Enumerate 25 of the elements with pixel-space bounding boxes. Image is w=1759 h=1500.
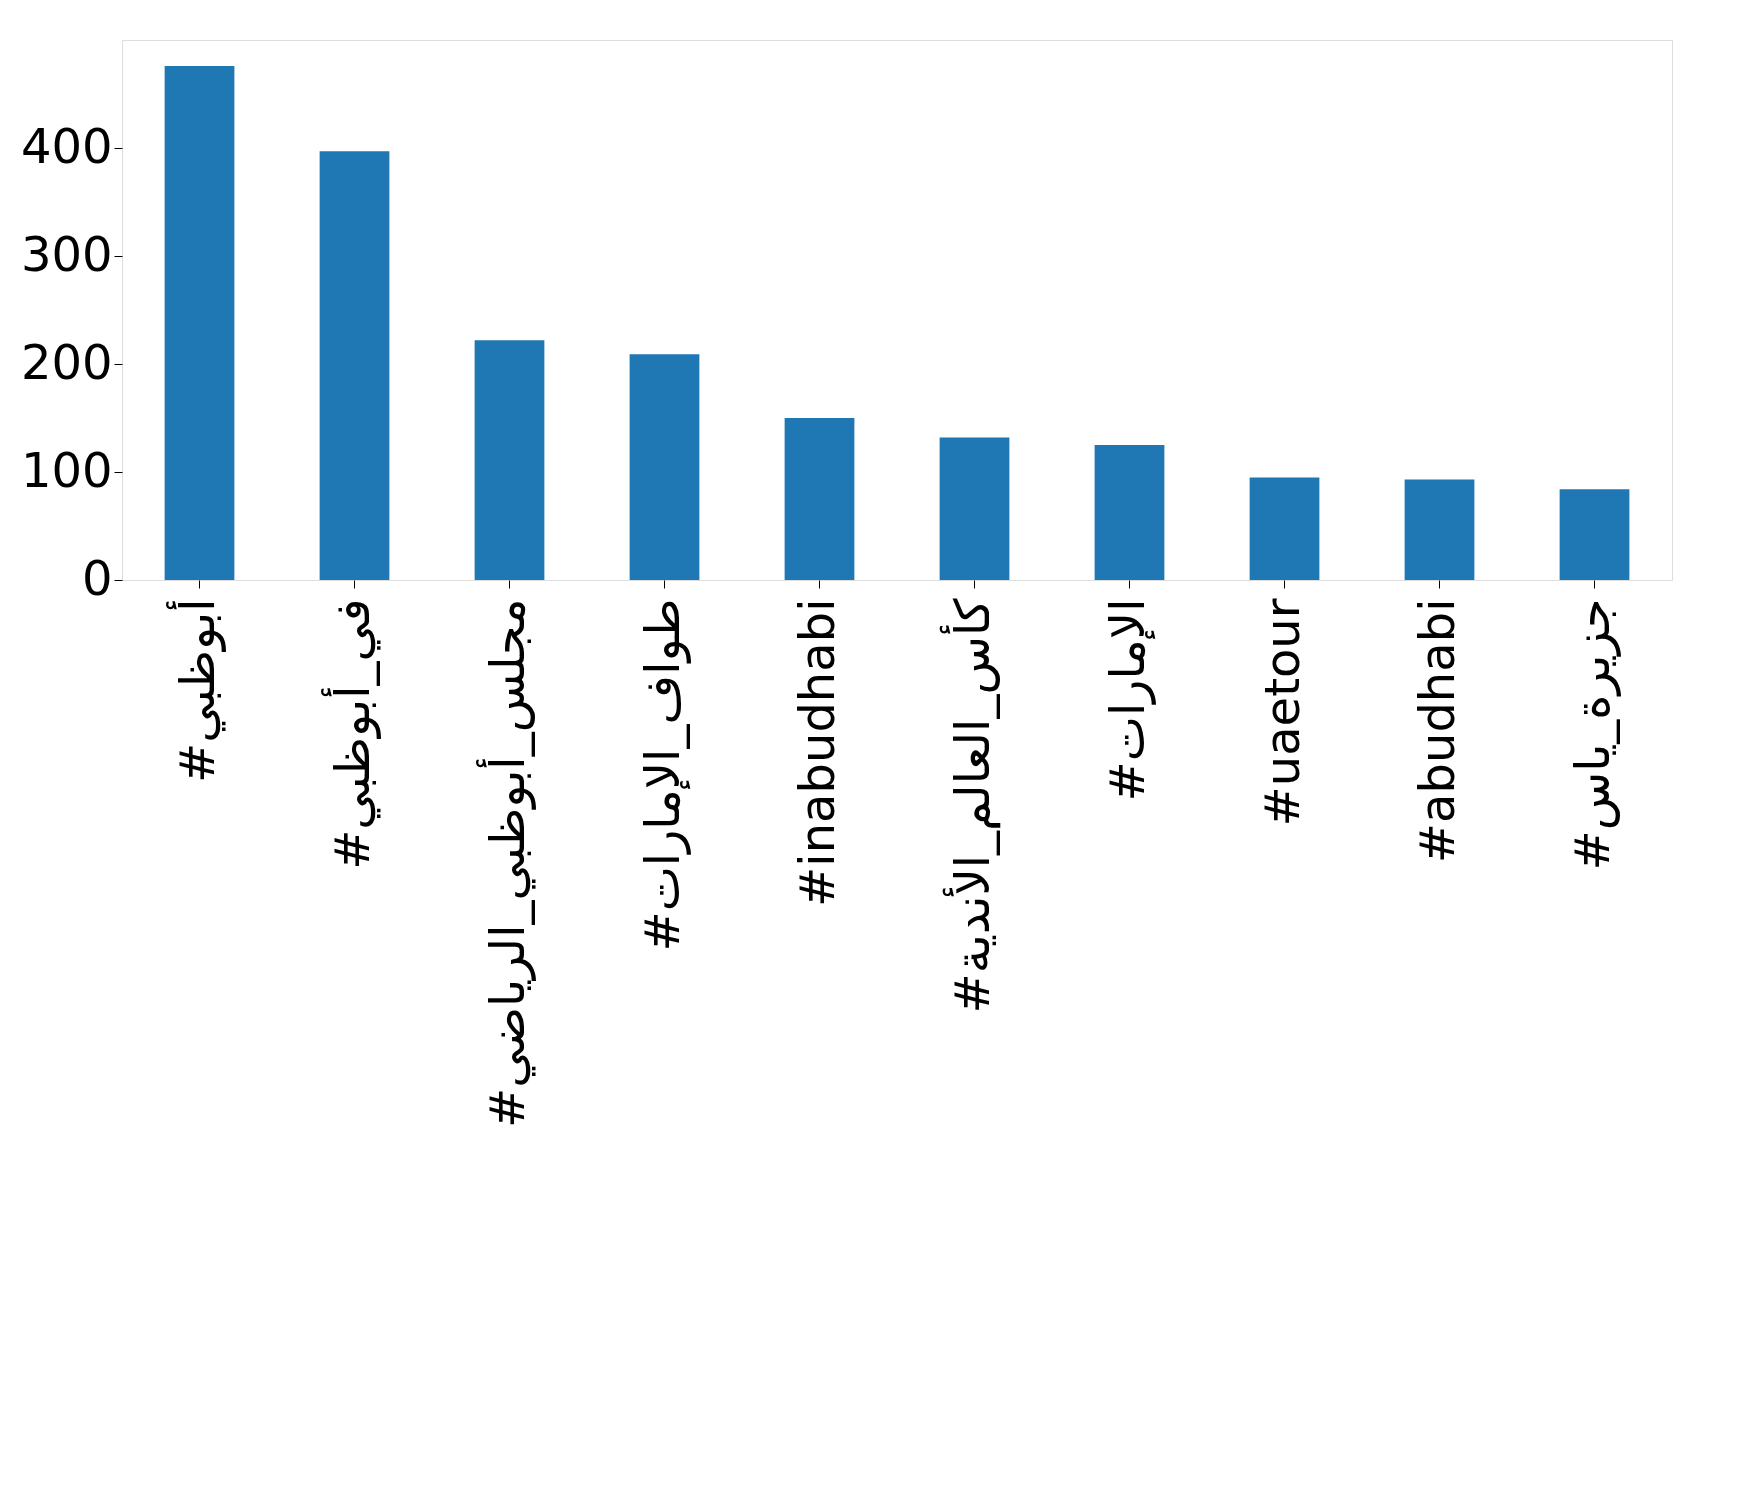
y-tick-label: 0 — [81, 549, 113, 606]
bar — [474, 340, 545, 580]
bar — [164, 65, 235, 580]
bar — [629, 354, 700, 580]
y-tick-label: 400 — [20, 117, 113, 174]
y-tick-label: 200 — [20, 333, 113, 390]
x-tick-label: #في_أبوظبي — [320, 598, 381, 870]
x-tick-label: #طواف_الإمارات — [633, 598, 691, 952]
bar — [1249, 477, 1320, 580]
x-tick-label: #كأس_العالم_الأندية — [938, 598, 1001, 1014]
bar — [784, 418, 855, 580]
x-tick-label: #uaetour — [1253, 598, 1310, 827]
x-tick-label: #مجلس_أبوظبي_الرياضي — [475, 598, 536, 1128]
x-tick-label: #abudhabi — [1408, 598, 1465, 864]
y-tick-label: 100 — [20, 441, 113, 498]
bar — [1404, 479, 1475, 580]
x-tick-label: #inabudhabi — [788, 598, 845, 907]
x-tick-label: #جزيرة_ياس — [1563, 598, 1621, 871]
bar — [1094, 445, 1165, 580]
x-tick-label: #أبوظبي — [165, 598, 226, 783]
bar — [319, 151, 390, 580]
y-tick-label: 300 — [20, 225, 113, 282]
x-tick-label: #الإمارات — [1098, 598, 1156, 802]
bar — [1559, 489, 1630, 580]
bar — [939, 437, 1010, 580]
